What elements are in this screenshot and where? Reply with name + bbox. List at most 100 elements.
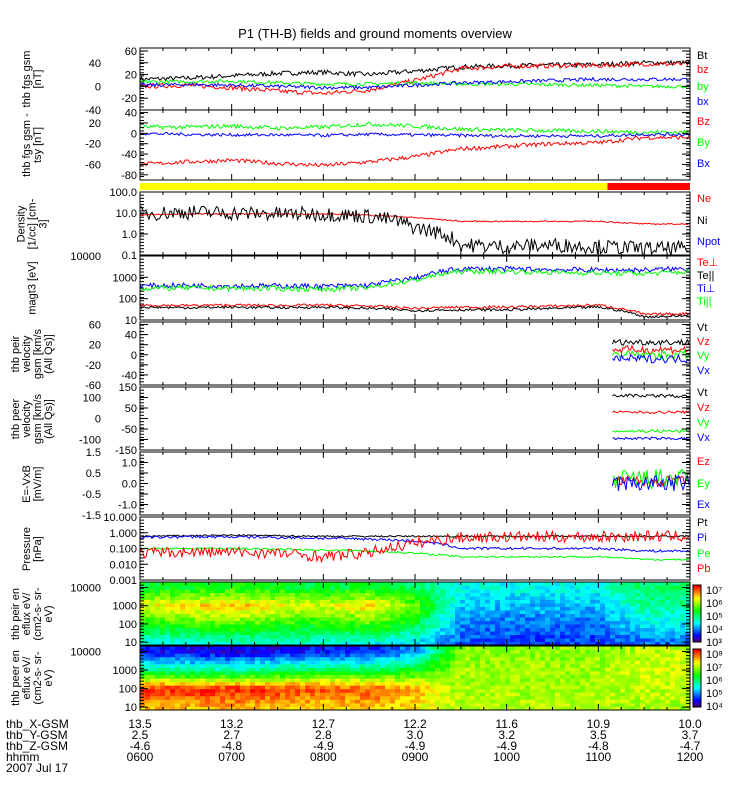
heatmap-cell bbox=[235, 582, 241, 586]
heatmap-cell bbox=[610, 631, 616, 635]
heatmap-cell bbox=[475, 663, 481, 668]
heatmap-cell bbox=[555, 674, 561, 679]
heatmap-cell bbox=[655, 670, 661, 675]
heatmap-cell bbox=[455, 606, 461, 611]
heatmap-cell bbox=[540, 631, 546, 635]
heatmap-cell bbox=[405, 646, 411, 651]
heatmap-cell bbox=[505, 624, 511, 628]
heatmap-cell bbox=[670, 585, 676, 590]
heatmap-cell bbox=[255, 641, 261, 646]
heatmap-cell bbox=[180, 641, 186, 646]
heatmap-cell bbox=[360, 624, 366, 628]
colorbar-swatch bbox=[693, 624, 701, 627]
heatmap-cell bbox=[640, 641, 646, 646]
heatmap-cell bbox=[210, 613, 216, 618]
heatmap-cell bbox=[160, 688, 166, 693]
heatmap-cell bbox=[545, 641, 551, 646]
heatmap-cell bbox=[210, 638, 216, 642]
heatmap-cell bbox=[480, 627, 486, 632]
heatmap-cell bbox=[390, 656, 396, 661]
heatmap-cell bbox=[595, 681, 601, 686]
heatmap-cell bbox=[155, 695, 161, 700]
heatmap-cell bbox=[400, 641, 406, 646]
heatmap-cell bbox=[370, 667, 376, 672]
heatmap-cell bbox=[600, 638, 606, 642]
heatmap-cell bbox=[265, 681, 271, 686]
heatmap-cell bbox=[275, 660, 281, 665]
heatmap-cell bbox=[340, 706, 346, 711]
series-Ex bbox=[612, 473, 690, 492]
heatmap-cell bbox=[145, 634, 151, 639]
heatmap-cell bbox=[575, 638, 581, 642]
heatmap-cell bbox=[165, 656, 171, 661]
colorbar-swatch bbox=[693, 607, 701, 610]
heatmap-cell bbox=[400, 660, 406, 665]
heatmap-cell bbox=[195, 688, 201, 693]
heatmap-cell bbox=[410, 702, 416, 707]
heatmap-cell bbox=[495, 620, 501, 625]
heatmap-cell bbox=[290, 663, 296, 668]
heatmap-cell bbox=[210, 646, 216, 651]
heatmap-cell bbox=[390, 610, 396, 614]
heatmap-cell bbox=[335, 606, 341, 611]
heatmap-cell bbox=[490, 702, 496, 707]
heatmap-cell bbox=[605, 653, 611, 658]
heatmap-cell bbox=[460, 695, 466, 700]
heatmap-cell bbox=[565, 663, 571, 668]
heatmap-cell bbox=[595, 613, 601, 618]
heatmap-cell bbox=[500, 631, 506, 635]
heatmap-cell bbox=[440, 649, 446, 654]
heatmap-cell bbox=[480, 681, 486, 686]
heatmap-cell bbox=[310, 627, 316, 632]
heatmap-cell bbox=[170, 663, 176, 668]
heatmap-cell bbox=[300, 631, 306, 635]
heatmap-cell bbox=[275, 599, 281, 604]
heatmap-cell bbox=[495, 634, 501, 639]
heatmap-cell bbox=[570, 634, 576, 639]
heatmap-cell bbox=[195, 674, 201, 679]
heatmap-cell bbox=[470, 656, 476, 661]
heatmap-cell bbox=[290, 603, 296, 607]
heatmap-cell bbox=[245, 692, 251, 697]
heatmap-cell bbox=[250, 610, 256, 614]
heatmap-cell bbox=[585, 634, 591, 639]
heatmap-cell bbox=[465, 653, 471, 658]
heatmap-cell bbox=[390, 620, 396, 625]
heatmap-cell bbox=[645, 660, 651, 665]
heatmap-cell bbox=[500, 702, 506, 707]
heatmap-cell bbox=[570, 681, 576, 686]
heatmap-cell bbox=[200, 617, 206, 621]
heatmap-cell bbox=[530, 582, 536, 586]
heatmap-cell bbox=[655, 681, 661, 686]
heatmap-cell bbox=[170, 613, 176, 618]
heatmap-cell bbox=[195, 681, 201, 686]
heatmap-cell bbox=[285, 638, 291, 642]
heatmap-cell bbox=[225, 592, 231, 597]
heatmap-cell bbox=[285, 692, 291, 697]
y-tick-label: 10.000 bbox=[103, 512, 137, 524]
heatmap-cell bbox=[580, 649, 586, 654]
heatmap-cell bbox=[310, 599, 316, 604]
heatmap-cell bbox=[300, 627, 306, 632]
heatmap-cell bbox=[210, 624, 216, 628]
heatmap-cell bbox=[365, 613, 371, 618]
y-tick-label: 1000 bbox=[113, 272, 137, 284]
heatmap-cell bbox=[450, 617, 456, 621]
heatmap-cell bbox=[655, 606, 661, 611]
heatmap-cell bbox=[370, 613, 376, 618]
heatmap-cell bbox=[275, 699, 281, 704]
heatmap-cell bbox=[565, 613, 571, 618]
heatmap-cell bbox=[445, 631, 451, 635]
heatmap-cell bbox=[290, 678, 296, 683]
heatmap-cell bbox=[450, 649, 456, 654]
heatmap-cell bbox=[230, 627, 236, 632]
heatmap-cell bbox=[170, 634, 176, 639]
heatmap-cell bbox=[605, 596, 611, 600]
heatmap-cell bbox=[630, 641, 636, 646]
heatmap-cell bbox=[450, 695, 456, 700]
heatmap-cell bbox=[550, 613, 556, 618]
heatmap-cell bbox=[440, 627, 446, 632]
heatmap-cell bbox=[675, 653, 681, 658]
heatmap-cell bbox=[470, 688, 476, 693]
heatmap-cell bbox=[220, 610, 226, 614]
